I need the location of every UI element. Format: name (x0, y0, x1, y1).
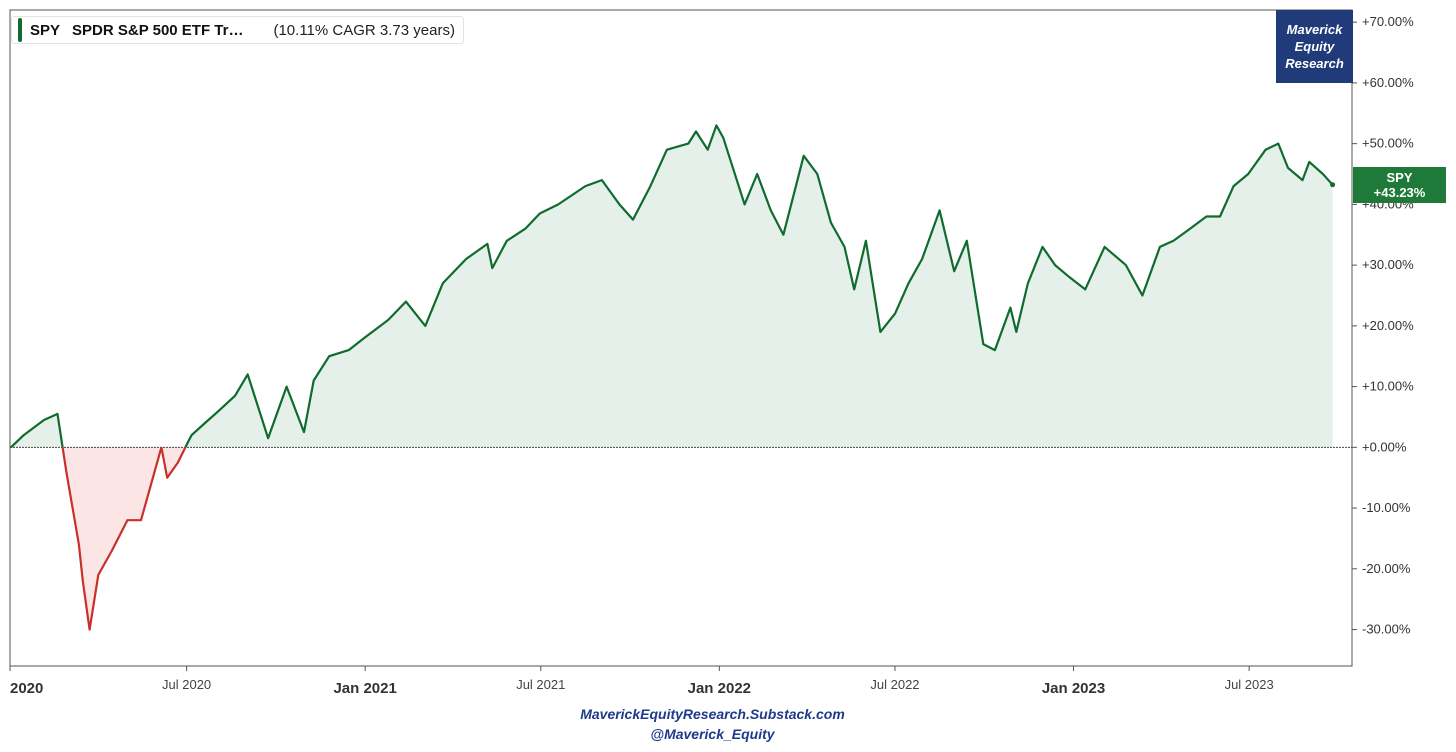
brand-line-2: Equity (1294, 39, 1335, 54)
negative-area-fill (62, 447, 162, 630)
last-value-percent: +43.23% (1373, 185, 1426, 200)
plot-frame (9, 9, 1353, 667)
y-tick-label: +60.00% (1362, 75, 1414, 90)
legend-ticker: SPY (30, 21, 61, 39)
brand-logo: Maverick Equity Research (1276, 10, 1353, 83)
spy-line-negative (160, 446, 187, 479)
x-tick-label: 2020 (10, 680, 43, 697)
y-tick-label: +10.00% (1362, 379, 1414, 394)
legend-series-name: SPDR S&P 500 ETF Tr… (72, 21, 244, 39)
legend-swatch (18, 18, 22, 42)
y-tick-label: +70.00% (1362, 14, 1414, 29)
y-tick-label: +50.00% (1362, 136, 1414, 151)
x-tick-label: Jan 2022 (688, 680, 751, 697)
last-value-badge: SPY +43.23% (1353, 167, 1446, 203)
spy-line-positive (184, 124, 1334, 448)
x-tick-label: Jul 2020 (162, 677, 211, 692)
last-point (1330, 182, 1336, 188)
y-tick-label: +0.00% (1362, 439, 1407, 454)
x-tick-label: Jul 2023 (1225, 677, 1274, 692)
x-tick-label: Jan 2021 (333, 680, 396, 697)
x-tick-label: Jul 2021 (516, 677, 565, 692)
brand-line-1: Maverick (1286, 22, 1343, 37)
footer-site[interactable]: MaverickEquityResearch.Substack.com (580, 706, 845, 722)
positive-area-fill (11, 413, 63, 448)
spy-line-positive (10, 412, 64, 449)
last-value-ticker: SPY (1386, 170, 1413, 185)
positive-area-fill (185, 125, 1333, 448)
y-tick-label: -10.00% (1362, 500, 1411, 515)
brand-line-3: Research (1285, 56, 1344, 71)
y-tick-label: +20.00% (1362, 318, 1414, 333)
x-tick-label: Jul 2022 (870, 677, 919, 692)
y-tick-label: +30.00% (1362, 257, 1414, 272)
y-tick-label: -30.00% (1362, 622, 1411, 637)
negative-area-fill (161, 447, 186, 478)
footer-handle[interactable]: @Maverick_Equity (650, 726, 775, 742)
spy-line-negative (61, 447, 163, 631)
y-tick-label: -20.00% (1362, 561, 1411, 576)
x-tick-label: Jan 2023 (1042, 680, 1105, 697)
legend-cagr: (10.11% CAGR 3.73 years) (273, 21, 455, 39)
legend[interactable]: SPY SPDR S&P 500 ETF Tr… (10.11% CAGR 3.… (11, 16, 464, 44)
